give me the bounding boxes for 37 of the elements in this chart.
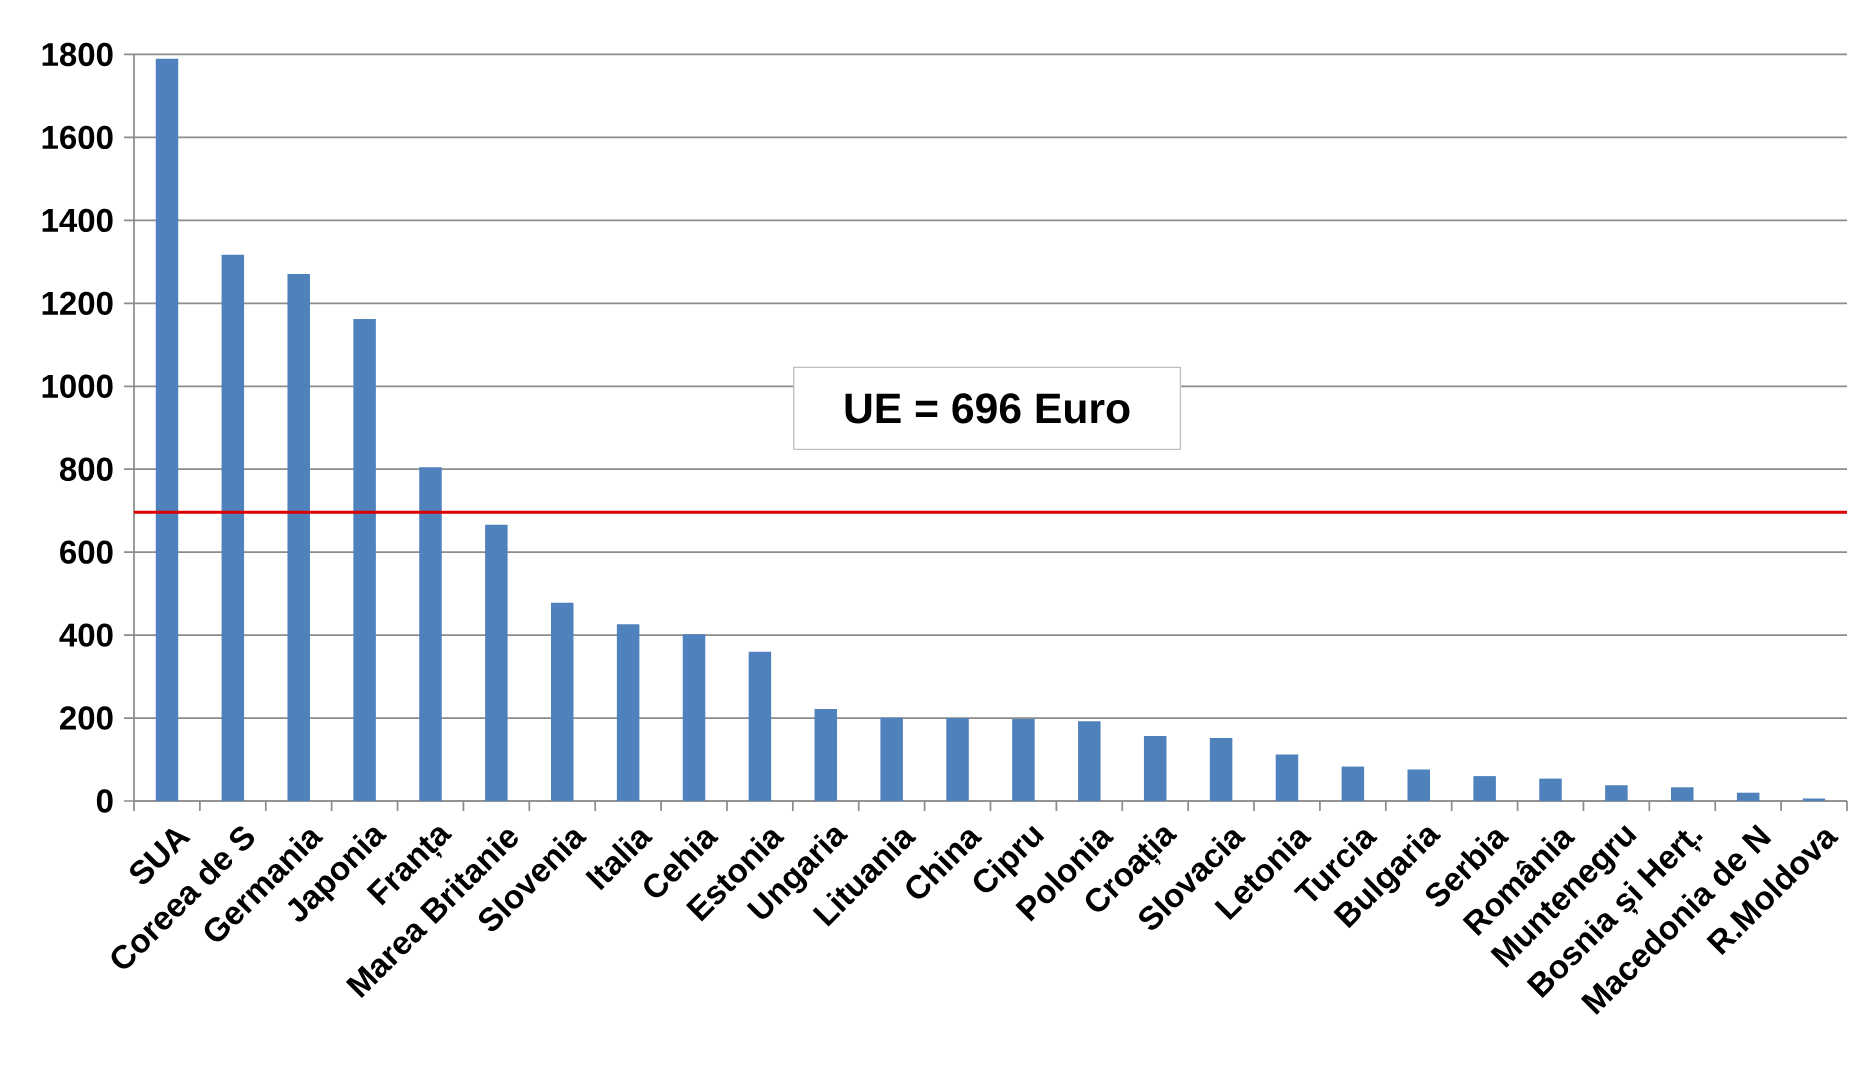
bar [419,467,442,801]
bar [1012,718,1035,801]
y-tick-label: 1800 [42,42,113,67]
y-tick-label: 600 [60,540,113,564]
bar [814,708,838,801]
bar [1539,778,1562,801]
bar [1605,785,1628,801]
bar [1078,721,1101,801]
y-tick-label: 200 [60,706,113,730]
bar [880,717,903,801]
bar [946,718,969,801]
bar [287,273,310,801]
x-tick-label: SUA [130,828,191,885]
bar [485,524,508,801]
bar [1736,792,1760,801]
y-tick-label: 1000 [42,374,113,398]
ref-line-label: UE = 696 Euro [845,393,1130,424]
bar [616,624,640,801]
bar [1209,737,1233,801]
bar [155,58,179,801]
bar [550,602,574,801]
y-tick-label: 400 [59,623,113,647]
y-tick-label: 1400 [42,208,113,233]
bar [221,254,245,801]
bar [1407,769,1430,801]
bar [1473,776,1496,801]
y-tick-label: 1600 [42,125,113,150]
bar [1671,787,1694,801]
bar [1275,754,1299,801]
y-tick-label: 800 [59,457,113,481]
y-tick-label: 0 [96,789,113,813]
bar [1143,735,1167,801]
bar [353,319,376,801]
bar [1341,766,1365,801]
bar [748,651,772,801]
bar [682,634,706,801]
y-tick-label: 1200 [42,291,113,315]
